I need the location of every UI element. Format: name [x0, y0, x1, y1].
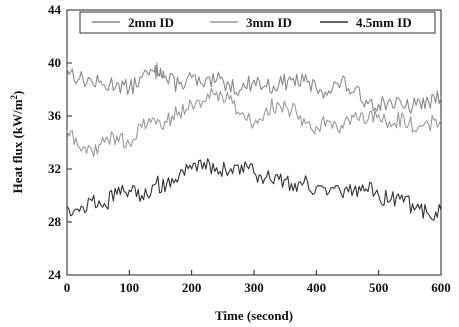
x-tick-label: 600	[431, 280, 451, 295]
legend-items: 2mm ID 3mm ID 4.5mm ID	[92, 15, 412, 30]
legend-box	[79, 11, 436, 34]
series-layer	[66, 62, 442, 221]
y-tick-label: 40	[48, 55, 61, 70]
y-axis-title-close: )	[10, 91, 25, 95]
y-axis-title-main: Heat flux (kW/m	[10, 99, 25, 193]
series-line	[66, 158, 442, 221]
y-axis-title-superscript: 2	[9, 94, 19, 99]
y-tick-label: 44	[48, 2, 62, 17]
x-tick-label: 0	[64, 280, 71, 295]
legend-label: 4.5mm ID	[356, 15, 412, 30]
y-tick-label: 28	[48, 214, 62, 229]
legend-label: 2mm ID	[128, 15, 174, 30]
x-tick-label: 200	[182, 280, 202, 295]
x-tick-label: 500	[369, 280, 389, 295]
y-tick-label: 36	[48, 108, 62, 123]
tick-layer: 0 100 200 300 400 500 600 24 28 32 36 40 44	[48, 2, 451, 295]
x-tick-label: 400	[307, 280, 327, 295]
y-axis-title: Heat flux (kW/m2)	[9, 91, 25, 194]
x-tick-label: 100	[120, 280, 140, 295]
y-tick-label: 24	[48, 267, 62, 282]
series-line	[66, 88, 442, 158]
x-tick-label: 300	[244, 280, 264, 295]
series-line	[66, 62, 442, 115]
legend: 2mm ID 3mm ID 4.5mm ID	[79, 11, 436, 34]
x-axis-title: Time (second)	[215, 308, 293, 323]
legend-label: 3mm ID	[246, 15, 292, 30]
y-tick-label: 32	[48, 161, 61, 176]
